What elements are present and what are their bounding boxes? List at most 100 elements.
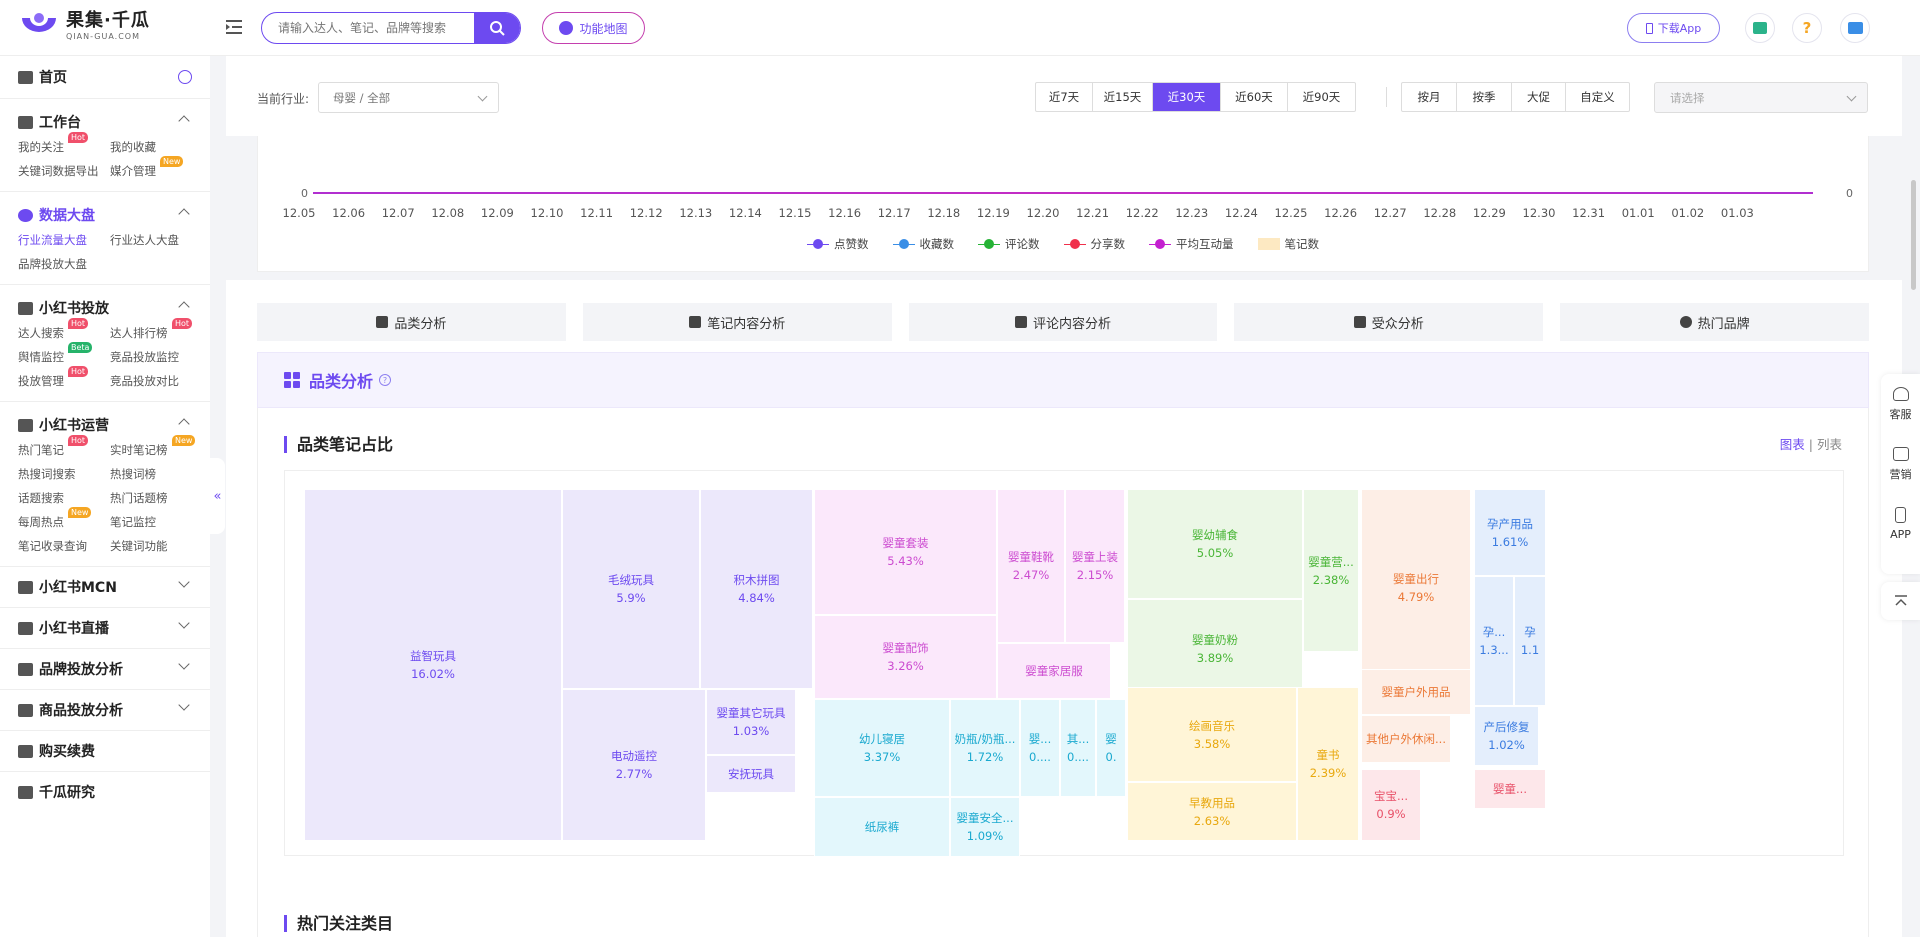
gift-icon[interactable] xyxy=(1745,13,1775,43)
custom-period-select[interactable]: 请选择 xyxy=(1654,82,1868,113)
industry-select[interactable]: 母婴 / 全部 xyxy=(318,82,499,113)
scrollbar[interactable] xyxy=(1911,180,1916,290)
legend-item[interactable]: 笔记数 xyxy=(1257,236,1319,252)
treemap-cell[interactable]: 绘画音乐 3.58% xyxy=(1127,687,1297,782)
treemap-cell[interactable]: 婴童上装 2.15% xyxy=(1065,489,1125,643)
treemap-cell[interactable]: 其他户外休闲... xyxy=(1361,715,1451,763)
treemap-cell[interactable]: 孕 1.1 xyxy=(1514,576,1546,706)
sidebar-item-media-manage[interactable]: 媒介管理 New xyxy=(110,156,202,179)
treemap-cell[interactable]: 婴童安全... 1.09% xyxy=(950,797,1020,857)
sidebar-collapse-button[interactable]: « xyxy=(210,458,225,534)
tab-comment-content[interactable]: 评论内容分析 xyxy=(908,303,1218,341)
legend-item[interactable]: 点赞数 xyxy=(807,236,869,252)
period-promo[interactable]: 大促 xyxy=(1511,83,1565,111)
treemap-cell[interactable]: 安抚玩具 xyxy=(706,755,796,793)
treemap-cell[interactable]: 孕... 1.3... xyxy=(1474,576,1514,706)
treemap-cell[interactable]: 宝宝... 0.9% xyxy=(1361,769,1421,841)
range-7d[interactable]: 近7天 xyxy=(1048,90,1080,104)
sidebar-item-competitor-compare[interactable]: 竞品投放对比 xyxy=(110,374,179,388)
treemap-cell[interactable]: 婴童家居服 xyxy=(997,643,1111,699)
sidebar-item-brand-placement[interactable]: 品牌投放大盘 xyxy=(18,257,87,271)
message-icon[interactable] xyxy=(1840,13,1870,43)
period-quarter[interactable]: 按季 xyxy=(1456,83,1511,111)
sidebar-item-placement-manage[interactable]: 投放管理 Hot xyxy=(18,366,110,389)
treemap-cell[interactable]: 婴 0. xyxy=(1096,699,1126,797)
treemap-cell[interactable]: 幼儿寝居 3.37% xyxy=(814,699,950,797)
legend-item[interactable]: 平均互动量 xyxy=(1149,236,1234,252)
sidebar-section-data-dashboard[interactable]: 数据大盘 xyxy=(0,200,210,230)
sidebar-item-kol-search[interactable]: 达人搜索 Hot xyxy=(18,318,110,341)
treemap-cell[interactable]: 婴童其它玩具 1.03% xyxy=(706,689,796,755)
treemap-cell[interactable]: 婴童营... 2.38% xyxy=(1303,489,1359,652)
sidebar-item-competitor-monitor[interactable]: 竞品投放监控 xyxy=(110,350,179,364)
sidebar-item-research[interactable]: 千瓜研究 xyxy=(0,777,210,807)
sidebar-item-purchase[interactable]: 购买续费 xyxy=(0,736,210,766)
treemap-cell[interactable]: 童书 2.39% xyxy=(1297,687,1359,841)
treemap-cell[interactable]: 益智玩具 16.02% xyxy=(304,489,562,841)
download-app-button[interactable]: 下载App xyxy=(1627,13,1720,43)
sidebar-section-xhs-operation[interactable]: 小红书运营 xyxy=(0,410,210,440)
range-15d[interactable]: 近15天 xyxy=(1092,83,1152,111)
treemap-cell[interactable]: 婴... 0.... xyxy=(1020,699,1060,797)
sidebar-item-topic-rank[interactable]: 热门话题榜 xyxy=(110,491,168,505)
search-input[interactable] xyxy=(262,13,474,43)
treemap-cell[interactable]: 奶瓶/奶瓶... 1.72% xyxy=(950,699,1020,797)
sidebar-item-home[interactable]: 首页 xyxy=(0,62,210,92)
sidebar-item-keyword-func[interactable]: 关键词功能 xyxy=(110,539,168,553)
function-map-button[interactable]: 功能地图 xyxy=(542,12,645,44)
sidebar-item-kol-ranking[interactable]: 达人排行榜 Hot xyxy=(110,318,202,341)
treemap-cell[interactable]: 婴童配饰 3.26% xyxy=(814,615,997,699)
sidebar-item-topic-search[interactable]: 话题搜索 xyxy=(18,491,64,505)
treemap-cell[interactable]: 婴童出行 4.79% xyxy=(1361,489,1471,687)
treemap-cell[interactable]: 孕产用品 1.61% xyxy=(1474,489,1546,576)
sidebar-section-xhs-placement[interactable]: 小红书投放 xyxy=(0,293,210,323)
float-app[interactable]: APP xyxy=(1881,494,1920,554)
help-icon[interactable]: ? xyxy=(379,374,392,386)
treemap-cell[interactable]: 婴童... xyxy=(1474,769,1546,809)
treemap-cell[interactable]: 其... 0.... xyxy=(1060,699,1096,797)
sidebar-item-note-monitor[interactable]: 笔记监控 xyxy=(110,515,156,529)
treemap-cell[interactable]: 婴童户外用品 xyxy=(1361,669,1471,715)
treemap-cell[interactable]: 婴童鞋靴 2.47% xyxy=(997,489,1065,643)
sidebar-item-my-follow[interactable]: 我的关注 Hot xyxy=(18,132,110,155)
view-list-button[interactable]: 列表 xyxy=(1816,437,1842,452)
period-custom[interactable]: 自定义 xyxy=(1565,83,1629,111)
sidebar-section-brand-analysis[interactable]: 品牌投放分析 xyxy=(0,654,210,684)
float-customer-service[interactable]: 客服 xyxy=(1881,374,1920,434)
tab-hot-brands[interactable]: 热门品牌 xyxy=(1560,303,1869,341)
float-marketing[interactable]: 营销 xyxy=(1881,434,1920,494)
treemap-cell[interactable]: 电动遥控 2.77% xyxy=(562,689,706,841)
sidebar-item-sentiment[interactable]: 舆情监控 Beta xyxy=(18,342,110,365)
tab-audience[interactable]: 受众分析 xyxy=(1234,303,1544,341)
sidebar-item-keyword-export[interactable]: 关键词数据导出 xyxy=(18,164,99,178)
search-button[interactable] xyxy=(474,13,520,43)
sidebar-item-my-favorites[interactable]: 我的收藏 xyxy=(110,140,156,154)
treemap-cell[interactable]: 毛绒玩具 5.9% xyxy=(562,489,700,689)
treemap-cell[interactable]: 积木拼图 4.84% xyxy=(700,489,813,689)
sidebar-item-hot-search[interactable]: 热搜词搜索 xyxy=(18,467,76,481)
sidebar-item-industry-traffic[interactable]: 行业流量大盘 xyxy=(18,233,87,247)
tab-category-analysis[interactable]: 品类分析 xyxy=(257,303,566,341)
legend-item[interactable]: 评论数 xyxy=(978,236,1040,252)
sidebar-section-live[interactable]: 小红书直播 xyxy=(0,613,210,643)
treemap-cell[interactable]: 婴童套装 5.43% xyxy=(814,489,997,615)
settings-icon[interactable] xyxy=(178,70,192,84)
sidebar-section-mcn[interactable]: 小红书MCN xyxy=(0,572,210,602)
sidebar-item-weekly-hot[interactable]: 每周热点 New xyxy=(18,507,110,530)
sidebar-section-workbench[interactable]: 工作台 xyxy=(0,107,210,137)
period-month[interactable]: 按月 xyxy=(1417,90,1441,104)
treemap-cell[interactable]: 纸尿裤 xyxy=(814,797,950,857)
range-90d[interactable]: 近90天 xyxy=(1287,83,1355,111)
sidebar-item-hot-notes[interactable]: 热门笔记 Hot xyxy=(18,435,110,458)
back-to-top-button[interactable] xyxy=(1881,582,1920,620)
sidebar-item-note-index[interactable]: 笔记收录查询 xyxy=(18,539,87,553)
range-30d[interactable]: 近30天 xyxy=(1152,83,1220,111)
sidebar-section-product-analysis[interactable]: 商品投放分析 xyxy=(0,695,210,725)
treemap-cell[interactable]: 产后修复 1.02% xyxy=(1474,706,1539,766)
sidebar-item-realtime-notes[interactable]: 实时笔记榜 New xyxy=(110,435,202,458)
tab-note-content[interactable]: 笔记内容分析 xyxy=(582,303,892,341)
legend-item[interactable]: 分享数 xyxy=(1063,236,1125,252)
range-60d[interactable]: 近60天 xyxy=(1220,83,1287,111)
help-icon[interactable]: ? xyxy=(1792,13,1822,43)
treemap-cell[interactable]: 早教用品 2.63% xyxy=(1127,782,1297,841)
